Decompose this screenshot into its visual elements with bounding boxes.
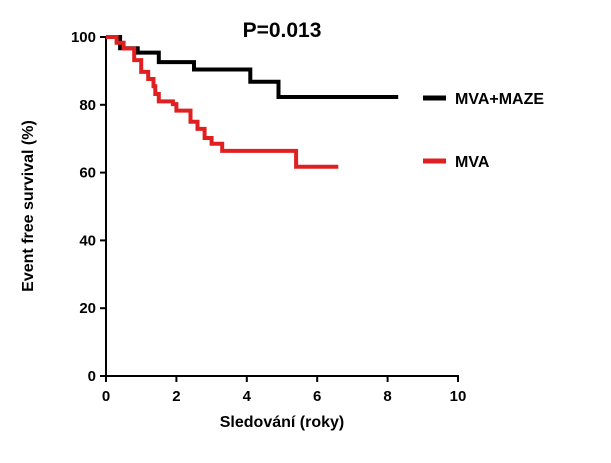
x-axis-label: Sledování (roky)	[220, 414, 344, 431]
y-tick-label: 40	[79, 232, 96, 249]
legend-label: MVA+MAZE	[455, 91, 544, 108]
x-tick-label: 2	[172, 388, 180, 405]
series-layer	[106, 35, 399, 169]
x-tick-label: 4	[243, 388, 252, 405]
series-line-mva	[106, 35, 339, 169]
series-line-mva-maze	[106, 35, 399, 99]
y-tick-label: 0	[88, 368, 96, 385]
y-tick-label: 20	[79, 300, 96, 317]
y-tick-label: 100	[71, 29, 96, 46]
chart-title: P=0.013	[243, 19, 322, 42]
x-tick-label: 6	[313, 388, 321, 405]
x-tick-label: 8	[383, 388, 391, 405]
x-tick-label: 10	[450, 388, 467, 405]
x-tick-label: 0	[102, 388, 110, 405]
y-tick-label: 80	[79, 97, 96, 114]
y-axis-label: Event free survival (%)	[20, 120, 37, 292]
y-tick-label: 60	[79, 165, 96, 182]
legend-label: MVA	[455, 154, 490, 171]
axes	[105, 37, 459, 377]
legend: MVA+MAZE MVA	[423, 91, 544, 171]
